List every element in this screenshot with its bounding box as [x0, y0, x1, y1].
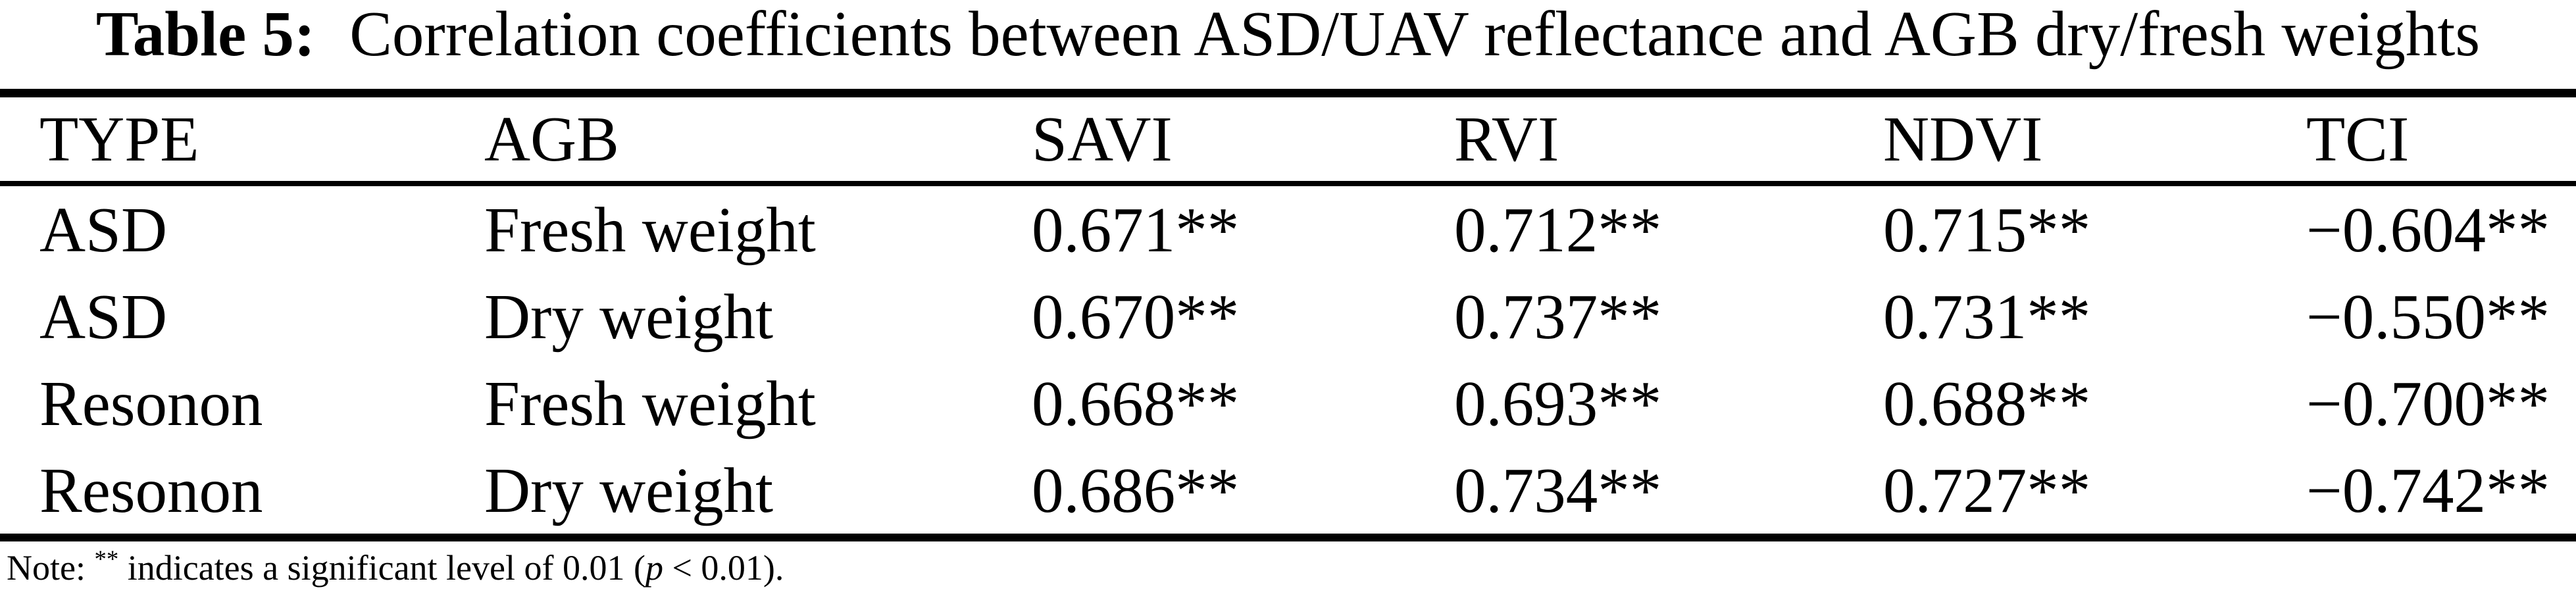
cell-savi: 0.668**: [1032, 368, 1240, 439]
cell-tci: −0.700**: [2306, 368, 2550, 439]
table-row: ASD Fresh weight 0.671** 0.712** 0.715**…: [0, 184, 2576, 273]
column-header-agb: AGB: [484, 93, 1032, 186]
cell-rvi: 0.734**: [1454, 455, 1662, 526]
note-suffix: < 0.01).: [663, 548, 784, 588]
note-significance-marker: **: [94, 545, 119, 572]
cell-rvi: 0.737**: [1454, 281, 1662, 352]
table-caption: Table 5: Correlation coefficients between…: [0, 0, 2576, 89]
cell-agb: Dry weight: [484, 281, 774, 352]
table-caption-label: Table 5:: [95, 0, 316, 69]
cell-type: Resonon: [39, 368, 263, 439]
cell-ndvi: 0.688**: [1883, 368, 2091, 439]
cell-savi: 0.671**: [1032, 194, 1240, 265]
cell-type: ASD: [39, 194, 168, 265]
column-header-rvi: RVI: [1454, 93, 1883, 186]
cell-tci: −0.742**: [2306, 455, 2550, 526]
column-header-tci: TCI: [2306, 93, 2576, 186]
column-header-ndvi: NDVI: [1883, 93, 2306, 186]
cell-agb: Fresh weight: [484, 368, 816, 439]
cell-agb: Dry weight: [484, 455, 774, 526]
cell-ndvi: 0.731**: [1883, 281, 2091, 352]
table-header-row: TYPE AGB SAVI RVI NDVI TCI: [0, 93, 2576, 186]
table-caption-text: Correlation coefficients between ASD/UAV…: [349, 0, 2481, 69]
table-row: Resonon Dry weight 0.686** 0.734** 0.727…: [0, 447, 2576, 538]
note-text: indicates a significant level of 0.01 (: [118, 548, 645, 588]
correlation-table: TYPE AGB SAVI RVI NDVI TCI ASD Fresh wei…: [0, 89, 2576, 541]
cell-agb: Fresh weight: [484, 194, 816, 265]
cell-rvi: 0.712**: [1454, 194, 1662, 265]
note-p-variable: p: [645, 548, 663, 588]
column-header-savi: SAVI: [1032, 93, 1454, 186]
cell-rvi: 0.693**: [1454, 368, 1662, 439]
cell-savi: 0.670**: [1032, 281, 1240, 352]
cell-savi: 0.686**: [1032, 455, 1240, 526]
column-header-type: TYPE: [0, 93, 484, 186]
cell-ndvi: 0.715**: [1883, 194, 2091, 265]
cell-type: Resonon: [39, 455, 263, 526]
table-note: Note: ** indicates a significant level o…: [0, 547, 2576, 589]
cell-type: ASD: [39, 281, 168, 352]
cell-ndvi: 0.727**: [1883, 455, 2091, 526]
cell-tci: −0.550**: [2306, 281, 2550, 352]
cell-tci: −0.604**: [2306, 194, 2550, 265]
table-row: ASD Dry weight 0.670** 0.737** 0.731** −…: [0, 273, 2576, 360]
note-prefix: Note:: [7, 548, 95, 588]
table-row: Resonon Fresh weight 0.668** 0.693** 0.6…: [0, 360, 2576, 447]
